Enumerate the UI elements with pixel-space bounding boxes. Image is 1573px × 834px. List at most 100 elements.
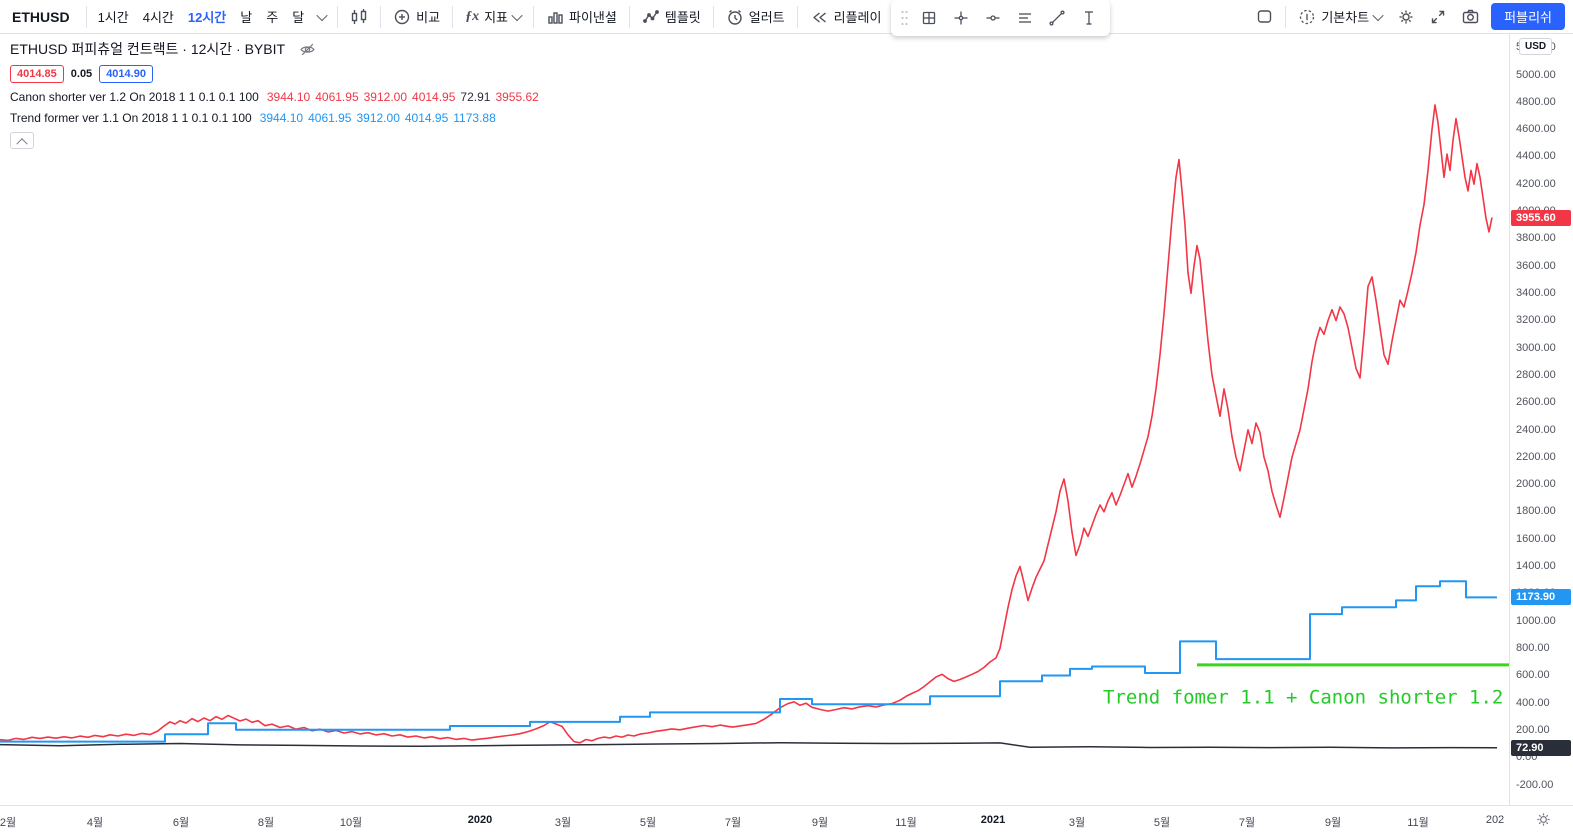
price-tick: 3600.00 — [1516, 259, 1556, 272]
candlestick-icon — [351, 8, 367, 24]
price-tick: 200.00 — [1516, 723, 1550, 736]
series-trend-former-ver-1-1 — [0, 580, 1497, 743]
price-tick: 4800.00 — [1516, 95, 1556, 108]
fx-icon: ƒx — [465, 8, 480, 24]
alerts-button[interactable]: 얼러트 — [718, 3, 793, 30]
timeframe-button-1시간[interactable]: 1시간 — [91, 3, 136, 30]
sell-price-button[interactable]: 4014.85 — [10, 65, 64, 83]
templates-label: 템플릿 — [664, 10, 701, 25]
eye-off-icon[interactable] — [299, 41, 316, 58]
time-tick: 4월 — [86, 817, 104, 829]
timeframe-button-달[interactable]: 달 — [285, 3, 311, 30]
publish-button[interactable]: 퍼블리쉬 — [1491, 3, 1565, 30]
watchlist-panel-button[interactable] — [1248, 3, 1281, 30]
currency-toggle[interactable]: USD — [1519, 38, 1553, 55]
parallel-lines-tool-button[interactable] — [1009, 3, 1041, 33]
replay-label: 리플레이 — [833, 10, 882, 25]
trend-line-icon — [1049, 10, 1065, 26]
panel-icon — [1258, 10, 1272, 23]
time-tick: 8월 — [257, 817, 275, 829]
indicator-value: 3912.00 — [356, 111, 400, 125]
price-axis[interactable]: USD -200.00 0.00 200.00 400.00 600.00 800.00 1… — [1509, 33, 1573, 806]
templates-button[interactable]: 템플릿 — [634, 3, 709, 30]
time-tick: 10월 — [339, 817, 363, 829]
legend: ETHUSD 퍼피츄얼 컨트랙트 · 12시간 · BYBIT 4014.85 … — [10, 38, 539, 149]
indicator-value: 3944.10 — [266, 90, 311, 104]
price-tick: 2400.00 — [1516, 423, 1556, 436]
time-tick: 2월 — [0, 817, 17, 829]
timeframe-dropdown-button[interactable] — [311, 3, 333, 30]
indicators-label: 지표 — [484, 10, 509, 25]
time-axis[interactable]: 2월 4월 6월 8월 10월 2020 3월 5월 7월 9월 11월 2021 3월 5월 7월 9월 11… — [0, 805, 1573, 834]
financials-label: 파이낸셜 — [569, 10, 617, 25]
time-tick: 6월 — [172, 817, 190, 829]
symbol-button[interactable]: ETHUSD — [0, 3, 82, 30]
indicator-row[interactable]: Trend former ver 1.1 On 2018 1 1 0.1 0.1… — [10, 111, 539, 125]
indicator-value: 4014.95 — [412, 90, 456, 104]
time-tick: 2021 — [980, 814, 1006, 826]
fullscreen-button[interactable] — [1422, 3, 1454, 30]
alerts-label: 얼러트 — [748, 10, 785, 25]
price-tick: 800.00 — [1516, 641, 1550, 654]
rewind-icon — [812, 11, 826, 23]
settings-button[interactable] — [1390, 3, 1422, 30]
separator — [337, 5, 339, 28]
fullscreen-icon — [1431, 10, 1445, 23]
price-tick: 4400.00 — [1516, 150, 1556, 163]
separator — [628, 5, 630, 28]
indicator-value: 1173.88 — [453, 111, 496, 125]
chart-title[interactable]: ETHUSD 퍼피츄얼 컨트랙트 · 12시간 · BYBIT — [10, 41, 286, 57]
timeframe-button-12시간[interactable]: 12시간 — [181, 3, 233, 30]
chart-type-button[interactable] — [342, 3, 376, 30]
time-tick: 9월 — [1324, 817, 1342, 829]
separator — [533, 5, 535, 28]
horizontal-line-tool-button[interactable] — [977, 3, 1009, 33]
trend-line-tool-button[interactable] — [1041, 3, 1073, 33]
crosshair-icon — [954, 11, 968, 25]
price-tick: 5000.00 — [1516, 68, 1556, 81]
separator — [85, 5, 87, 28]
indicator-row[interactable]: Canon shorter ver 1.2 On 2018 1 1 0.1 0.… — [10, 90, 539, 104]
indicator-title: Trend former ver 1.1 On 2018 1 1 0.1 0.1… — [10, 111, 252, 125]
series-canon-shorter-ver-1-2-signal- — [0, 104, 1493, 744]
timeframe-button-4시간[interactable]: 4시간 — [136, 3, 181, 30]
crosshair-tool-button[interactable] — [945, 3, 977, 33]
axis-settings-icon[interactable] — [1535, 811, 1552, 833]
chart-layout-button[interactable]: 기본차트 — [1290, 3, 1390, 30]
separator — [1285, 5, 1287, 28]
gear-icon — [1399, 10, 1413, 23]
circle-plus-icon — [394, 9, 410, 24]
price-badge-3955.60: 3955.60 — [1511, 209, 1571, 226]
horizontal-line-icon — [986, 15, 1000, 21]
timeframe-button-날[interactable]: 날 — [233, 3, 259, 30]
drag-handle-icon[interactable] — [896, 8, 913, 28]
time-tick: 9월 — [811, 817, 829, 829]
compare-label: 비교 — [416, 10, 441, 25]
replay-button[interactable]: 리플레이 — [802, 3, 890, 30]
compare-button[interactable]: 비교 — [385, 3, 448, 30]
chart-area[interactable]: Trend fomer 1.1 + Canon shorter 1.2 ETHU… — [0, 33, 1510, 806]
bar-chart-icon — [548, 11, 563, 24]
trend-annotation-label[interactable]: Trend fomer 1.1 + Canon shorter 1.2 — [1103, 687, 1503, 709]
time-tick: 3월 — [1068, 817, 1086, 829]
time-tick: 2020 — [467, 814, 493, 826]
buy-price-button[interactable]: 4014.90 — [99, 65, 153, 83]
chevron-up-icon — [16, 137, 28, 149]
price-tick: 1400.00 — [1516, 560, 1556, 573]
indicator-value: 3955.62 — [495, 90, 539, 104]
separator — [712, 5, 714, 28]
screenshot-button[interactable] — [1454, 3, 1487, 30]
chart-canvas[interactable]: Trend fomer 1.1 + Canon shorter 1.2 — [0, 33, 1510, 806]
layout-grid-tool-button[interactable] — [913, 3, 945, 33]
ruler-tool-button[interactable] — [1073, 3, 1105, 33]
spread-value: 0.05 — [70, 68, 93, 80]
financials-button[interactable]: 파이낸셜 — [538, 3, 625, 30]
time-tick: 202 — [1485, 814, 1505, 826]
indicator-value: 3944.10 — [259, 111, 304, 125]
timeframe-button-주[interactable]: 주 — [259, 3, 285, 30]
toolbar-left: ETHUSD 1시간 4시간 12시간 날 주 달 비교 ƒx 지표 — [0, 0, 962, 33]
price-tick: 3800.00 — [1516, 232, 1556, 245]
legend-collapse-button[interactable] — [10, 132, 34, 149]
indicators-button[interactable]: ƒx 지표 — [457, 3, 529, 30]
alarm-clock-icon — [728, 9, 742, 25]
